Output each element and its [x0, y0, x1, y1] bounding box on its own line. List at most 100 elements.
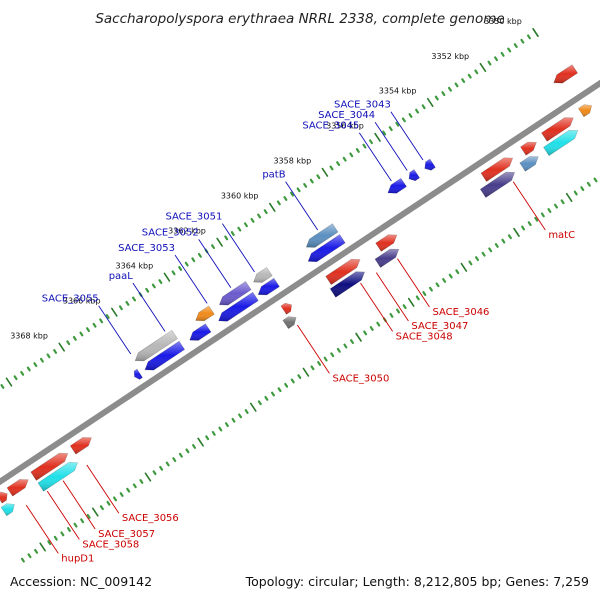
gene-feature[interactable] — [37, 461, 79, 492]
gene-feature[interactable] — [30, 452, 69, 481]
gene-label[interactable]: SACE_3050 — [332, 373, 389, 384]
gene-shading — [189, 323, 211, 341]
gene-feature[interactable] — [305, 223, 339, 248]
gene-layer[interactable] — [0, 64, 593, 526]
tick-label: 3360 kbp — [221, 192, 259, 201]
tick-minor — [401, 117, 406, 123]
gene-feature[interactable] — [424, 158, 436, 171]
gene-label[interactable]: paaL — [109, 271, 134, 282]
gene-label[interactable]: SACE_3044 — [318, 110, 375, 121]
tick-minor — [402, 304, 407, 310]
gene-feature[interactable] — [282, 316, 297, 330]
tick-minor — [171, 270, 176, 276]
gene-shading — [553, 64, 578, 84]
genome-backbone — [0, 79, 600, 486]
gene-feature[interactable] — [553, 64, 579, 84]
callout-line — [198, 239, 232, 288]
tick-major — [268, 202, 276, 212]
tick-minor — [53, 535, 58, 541]
gene-feature[interactable] — [519, 156, 539, 172]
gene-feature[interactable] — [0, 503, 15, 517]
tick-minor — [481, 251, 486, 257]
gene-label[interactable]: SACE_3055 — [42, 294, 99, 305]
gene-feature[interactable] — [329, 271, 366, 298]
gene-feature[interactable] — [375, 234, 398, 252]
tick-minor — [554, 203, 558, 209]
gene-feature[interactable] — [195, 305, 215, 322]
tick-minor — [184, 261, 189, 267]
gene-feature[interactable] — [374, 248, 400, 268]
gene-label[interactable]: hupD1 — [61, 553, 94, 564]
tick-major — [302, 367, 310, 377]
tick-minor — [593, 177, 598, 183]
gene-feature[interactable] — [541, 117, 574, 142]
tick-minor — [283, 196, 288, 201]
gene-label[interactable]: SACE_3046 — [432, 307, 489, 318]
gene-label[interactable]: SACE_3058 — [82, 539, 139, 550]
gene-label[interactable]: SACE_3043 — [334, 100, 391, 111]
topology-summary: Topology: circular; Length: 8,212,805 bp… — [245, 574, 589, 589]
tick-minor — [521, 225, 526, 231]
tick-major — [197, 437, 204, 447]
tick-minor — [323, 356, 328, 362]
tick-minor — [369, 326, 374, 331]
gene-feature[interactable] — [257, 277, 280, 296]
tick-minor — [329, 165, 334, 171]
gene-feature[interactable] — [189, 323, 212, 341]
tick-major — [39, 542, 46, 552]
tick-minor — [151, 283, 156, 289]
tick-minor — [284, 382, 289, 388]
gene-feature[interactable] — [325, 258, 361, 286]
gene-feature[interactable] — [520, 141, 537, 156]
gene-feature[interactable] — [69, 437, 92, 455]
gene-feature[interactable] — [479, 171, 516, 198]
gene-label[interactable]: SACE_3053 — [118, 243, 175, 254]
tick-minor — [415, 295, 420, 301]
tick-minor — [290, 378, 295, 384]
tick-minor — [73, 522, 78, 528]
gene-feature[interactable] — [144, 340, 186, 371]
gene-shading — [253, 267, 273, 283]
gene-feature[interactable] — [480, 157, 514, 182]
tick-minor — [455, 269, 460, 275]
gene-feature[interactable] — [133, 368, 143, 380]
tick-minor — [488, 247, 493, 253]
gene-shading — [219, 281, 252, 306]
gene-label[interactable]: SACE_3045 — [302, 121, 359, 132]
gene-label[interactable]: SACE_3047 — [411, 321, 468, 332]
gene-label[interactable]: matC — [548, 230, 575, 241]
tick-minor — [534, 216, 539, 222]
gene-shading — [520, 142, 537, 156]
gene-feature[interactable] — [543, 129, 579, 157]
tick-minor — [376, 321, 381, 327]
gene-shading — [38, 462, 78, 492]
gene-feature[interactable] — [218, 280, 252, 306]
gene-label[interactable]: SACE_3051 — [165, 212, 222, 223]
tick-minor — [421, 104, 426, 110]
gene-feature[interactable] — [0, 491, 8, 504]
tick-minor — [152, 470, 157, 476]
gene-feature[interactable] — [6, 479, 29, 497]
callout-line — [132, 282, 166, 332]
gene-label[interactable]: SACE_3056 — [122, 513, 179, 524]
gene-feature[interactable] — [253, 266, 273, 283]
gene-feature[interactable] — [218, 291, 259, 322]
tick-minor — [454, 82, 459, 88]
gene-feature[interactable] — [408, 169, 421, 182]
gene-label[interactable]: SACE_3052 — [142, 227, 199, 238]
tick-major — [249, 402, 257, 412]
gene-feature[interactable] — [307, 234, 346, 263]
tick-major — [111, 307, 118, 317]
gene-feature[interactable] — [280, 302, 292, 315]
gene-feature[interactable] — [134, 329, 178, 362]
tick-minor — [113, 496, 118, 502]
gene-feature[interactable] — [577, 104, 593, 118]
gene-shading — [30, 453, 68, 481]
gene-label[interactable]: SACE_3048 — [396, 331, 453, 342]
gene-feature[interactable] — [387, 177, 407, 194]
gene-label[interactable]: SACE_3057 — [98, 529, 155, 540]
tick-minor — [80, 518, 85, 524]
gene-label[interactable]: patB — [262, 170, 285, 181]
tick-minor — [303, 183, 308, 188]
tick-minor — [165, 461, 170, 467]
